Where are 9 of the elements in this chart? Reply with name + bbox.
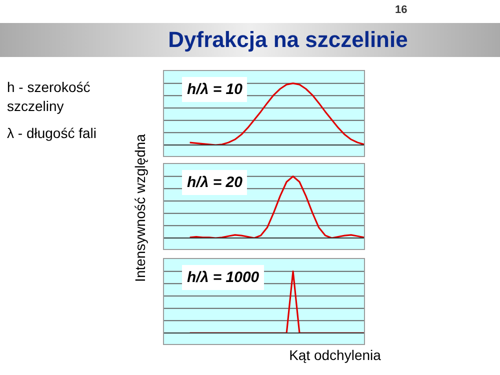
x-axis-title: Kąt odchylenia bbox=[288, 347, 382, 363]
annotation: h/λ = 20 bbox=[182, 170, 248, 195]
text: 16 bbox=[395, 4, 408, 16]
annotation: h/λ = 10 bbox=[182, 77, 248, 102]
text: λ - długość fali bbox=[7, 124, 98, 143]
annotation: h/λ = 1000 bbox=[182, 265, 264, 290]
chart-title: Dyfrakcja na szczelinie bbox=[167, 27, 409, 53]
text: h - szerokość szczeliny bbox=[7, 78, 92, 116]
y-axis-title: Intensywność względna bbox=[132, 133, 148, 284]
